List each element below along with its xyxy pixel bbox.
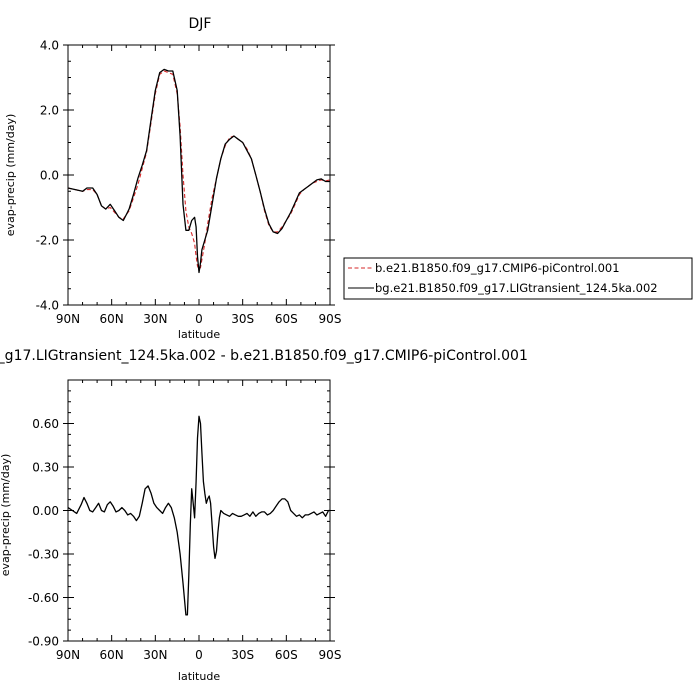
- bottom-x-tick-label: 90S: [319, 648, 342, 662]
- bottom-x-tick-label: 60N: [100, 648, 124, 662]
- bottom-series: [67, 415, 330, 616]
- top-x-axis-label: latitude: [178, 328, 220, 341]
- top-axis-ticks: 90N 60N 30N 0 30S 60S 90S 4.0 2.0 0.0 -2.0 -4.0: [36, 39, 342, 327]
- top-y-tick-label: 0.0: [40, 169, 59, 183]
- bottom-title: bg.e21.B1850.f09_g17.LIGtransient_124.5k…: [0, 348, 528, 364]
- bottom-x-tick-label: 90N: [56, 648, 80, 662]
- top-x-tick-label: 0: [195, 312, 203, 326]
- top-series-line-1: [67, 68, 330, 274]
- legend-label-picontrol: b.e21.B1850.f09_g17.CMIP6-piControl.001: [375, 261, 620, 275]
- bottom-x-axis-label: latitude: [178, 670, 220, 683]
- top-x-tick-label: 60N: [100, 312, 124, 326]
- bottom-x-tick-label: 60S: [275, 648, 298, 662]
- bottom-y-tick-label: 0.60: [32, 417, 59, 431]
- legend: b.e21.B1850.f09_g17.CMIP6-piControl.001 …: [343, 257, 693, 300]
- bottom-axis-ticks: 90N 60N 30N 0 30S 60S 90S 0.60 0.30 0.00 -0.30 -0.6…: [28, 379, 342, 662]
- top-x-tick-label: 90S: [319, 312, 342, 326]
- bottom-panel: bg.e21.B1850.f09_g17.LIGtransient_124.5k…: [0, 348, 528, 683]
- top-x-tick-label: 30S: [231, 312, 254, 326]
- top-y-tick-label: -4.0: [36, 299, 59, 313]
- top-x-tick-label: 60S: [275, 312, 298, 326]
- top-x-tick-label: 90N: [56, 312, 80, 326]
- bottom-x-tick-label: 0: [195, 648, 203, 662]
- top-panel: DJF 90N 60N 30N 0 30S 60S 90S 4.0 2.0 0.0 -2.0 -4.0…: [4, 16, 341, 341]
- top-y-axis-label: evap-precip (mm/day): [4, 114, 17, 237]
- bottom-y-tick-label: 0.30: [32, 461, 59, 475]
- top-y-tick-label: -2.0: [36, 234, 59, 248]
- bottom-x-tick-label: 30S: [231, 648, 254, 662]
- legend-frame: [343, 257, 693, 300]
- bottom-y-axis-label: evap-precip (mm/day): [0, 454, 12, 577]
- top-x-tick-label: 30N: [143, 312, 167, 326]
- top-series: [67, 68, 331, 274]
- bottom-x-tick-label: 30N: [143, 648, 167, 662]
- legend-label-ligtransient: bg.e21.B1850.f09_g17.LIGtransient_124.5k…: [375, 281, 658, 295]
- bottom-y-tick-label: -0.90: [28, 635, 59, 649]
- bottom-y-tick-label: -0.30: [28, 548, 59, 562]
- top-series-line-0: [67, 70, 331, 270]
- bottom-y-tick-label: -0.60: [28, 591, 59, 605]
- top-y-tick-label: 4.0: [40, 39, 59, 53]
- bottom-y-tick-label: 0.00: [32, 504, 59, 518]
- top-title: DJF: [189, 16, 212, 32]
- bottom-series-line-0: [67, 415, 330, 616]
- top-y-tick-label: 2.0: [40, 104, 59, 118]
